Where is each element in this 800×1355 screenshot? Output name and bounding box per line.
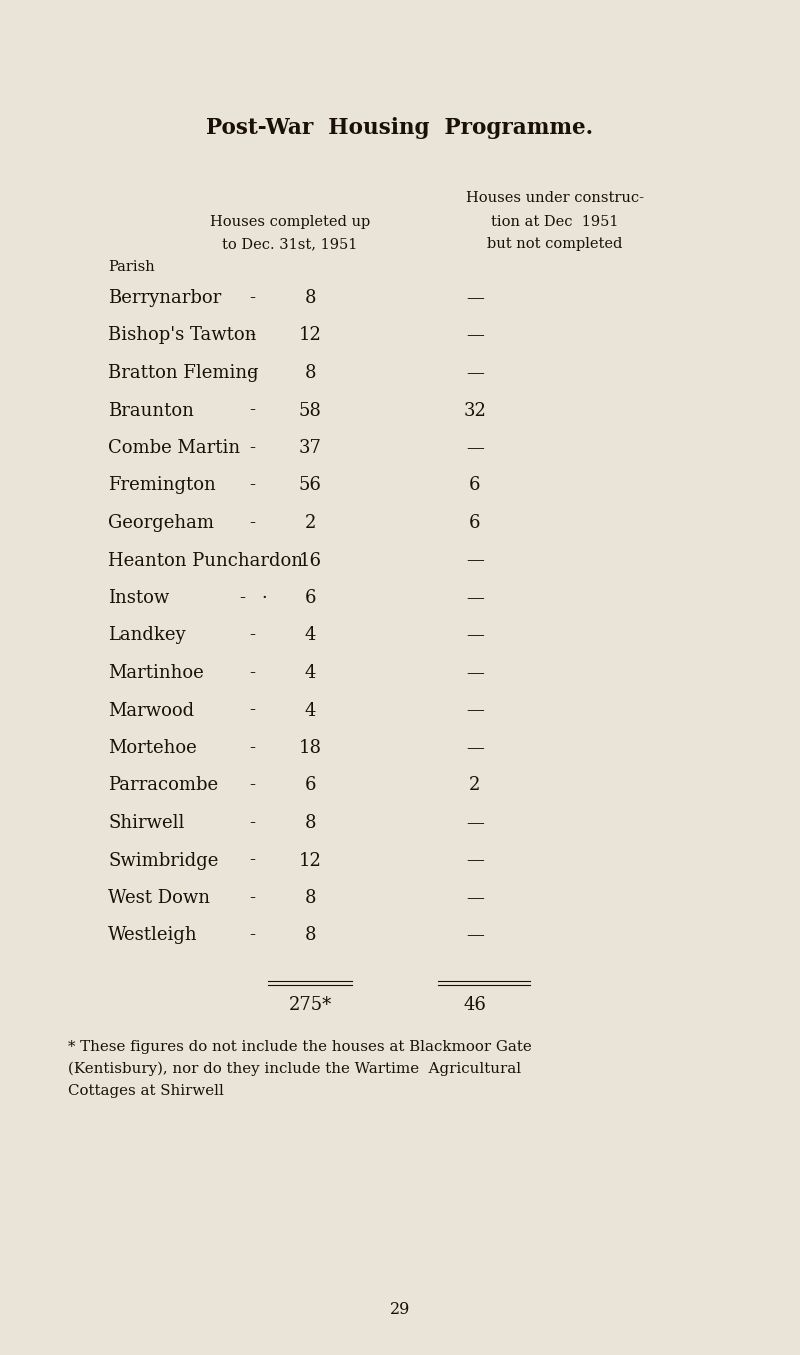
Text: Shirwell: Shirwell [108,814,184,832]
Text: Braunton: Braunton [108,401,194,420]
Text: Westleigh: Westleigh [108,927,198,944]
Text: -: - [249,776,255,794]
Text: tion at Dec  1951: tion at Dec 1951 [491,215,618,229]
Text: -: - [249,664,255,682]
Text: —: — [466,589,484,607]
Text: -: - [249,477,255,495]
Text: Swimbridge: Swimbridge [108,851,218,870]
Text: West Down: West Down [108,889,210,906]
Text: -: - [249,702,255,720]
Text: Martinhoe: Martinhoe [108,664,204,682]
Text: -: - [239,589,245,607]
Text: Heanton Punchardon: Heanton Punchardon [108,551,303,569]
Text: Post-War  Housing  Programme.: Post-War Housing Programme. [206,117,594,140]
Text: —: — [466,364,484,382]
Text: 8: 8 [304,364,316,382]
Text: 18: 18 [298,738,322,757]
Text: 2: 2 [304,514,316,533]
Text: Marwood: Marwood [108,702,194,720]
Text: Mortehoe: Mortehoe [108,738,197,757]
Text: —: — [466,702,484,720]
Text: —: — [466,851,484,870]
Text: 8: 8 [304,289,316,308]
Text: -: - [249,401,255,420]
Text: —: — [466,889,484,906]
Text: 4: 4 [304,664,316,682]
Text: —: — [466,738,484,757]
Text: -: - [249,514,255,533]
Text: 6: 6 [304,589,316,607]
Text: 32: 32 [463,401,486,420]
Text: 6: 6 [470,514,481,533]
Text: Berrynarbor: Berrynarbor [108,289,222,308]
Text: 8: 8 [304,927,316,944]
Text: 16: 16 [298,551,322,569]
Text: Parracombe: Parracombe [108,776,218,794]
Text: Bishop's Tawton: Bishop's Tawton [108,327,256,344]
Text: Combe Martin: Combe Martin [108,439,240,457]
Text: -: - [249,738,255,757]
Text: 275*: 275* [288,996,332,1014]
Text: —: — [466,551,484,569]
Text: -: - [249,439,255,457]
Text: 37: 37 [298,439,322,457]
Text: 8: 8 [304,814,316,832]
Text: —: — [466,289,484,308]
Text: Houses under construc-: Houses under construc- [466,191,644,205]
Text: -: - [249,927,255,944]
Text: 4: 4 [304,626,316,645]
Text: Parish: Parish [108,260,154,274]
Text: Landkey: Landkey [108,626,186,645]
Text: Cottages at Shirwell: Cottages at Shirwell [68,1084,224,1098]
Text: -: - [249,814,255,832]
Text: -: - [249,851,255,870]
Text: -: - [249,289,255,308]
Text: Bratton Fleming: Bratton Fleming [108,364,258,382]
Text: —: — [466,814,484,832]
Text: —: — [466,439,484,457]
Text: (Kentisbury), nor do they include the Wartime  Agricultural: (Kentisbury), nor do they include the Wa… [68,1062,521,1076]
Text: 6: 6 [470,477,481,495]
Text: 12: 12 [298,327,322,344]
Text: 12: 12 [298,851,322,870]
Text: -: - [249,626,255,645]
Text: —: — [466,927,484,944]
Text: ·: · [261,589,267,607]
Text: -: - [249,364,255,382]
Text: Fremington: Fremington [108,477,216,495]
Text: -: - [249,327,255,344]
Text: 8: 8 [304,889,316,906]
Text: Houses completed up: Houses completed up [210,215,370,229]
Text: 6: 6 [304,776,316,794]
Text: Georgeham: Georgeham [108,514,214,533]
Text: 46: 46 [463,996,486,1014]
Text: —: — [466,664,484,682]
Text: but not completed: but not completed [487,237,622,251]
Text: * These figures do not include the houses at Blackmoor Gate: * These figures do not include the house… [68,1041,532,1054]
Text: to Dec. 31st, 1951: to Dec. 31st, 1951 [222,237,358,251]
Text: Instow: Instow [108,589,170,607]
Text: 56: 56 [298,477,322,495]
Text: 29: 29 [390,1302,410,1318]
Text: —: — [466,626,484,645]
Text: —: — [466,327,484,344]
Text: -: - [249,889,255,906]
Text: 58: 58 [298,401,322,420]
Text: 4: 4 [304,702,316,720]
Text: 2: 2 [470,776,481,794]
